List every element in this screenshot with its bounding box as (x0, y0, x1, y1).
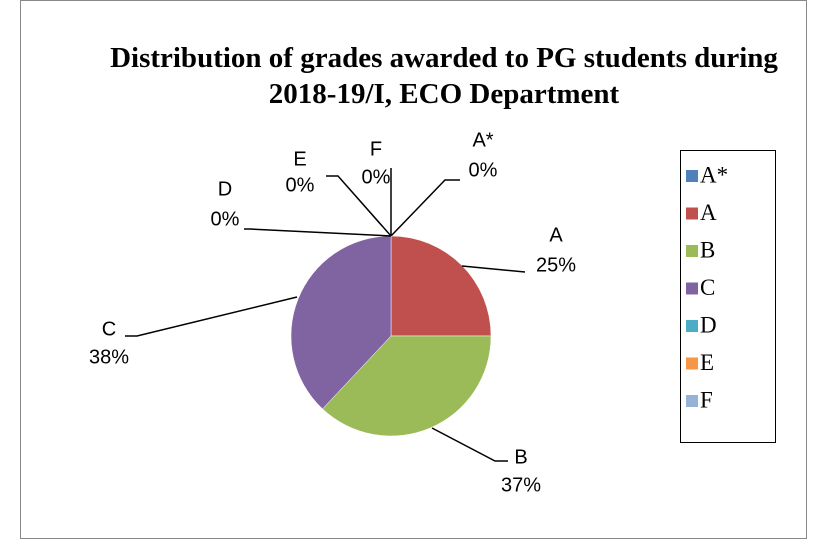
legend-swatch (686, 357, 698, 370)
chart-title: Distribution of grades awarded to PG stu… (110, 42, 778, 110)
slice-value-label: 38% (89, 346, 129, 368)
pie-slice (390, 235, 492, 337)
legend-label: B (700, 237, 715, 262)
slice-category-label: E (293, 148, 306, 170)
legend-swatch (686, 395, 698, 407)
leader-line (461, 265, 526, 273)
slice-category-label: C (102, 318, 116, 340)
slice-category-label: F (370, 138, 382, 160)
leader-line (431, 427, 508, 462)
legend-label: A* (700, 162, 728, 187)
slice-value-label: 0% (469, 159, 498, 181)
legend-swatch (686, 170, 698, 182)
legend-swatch (686, 207, 698, 220)
leader-line (390, 179, 460, 237)
legend-swatch (686, 320, 698, 332)
slice-value-label: 25% (536, 254, 576, 276)
slice-value-label: 0% (286, 174, 315, 196)
slice-value-label: 0% (362, 166, 391, 188)
slice-category-label: A (549, 224, 563, 246)
slice-value-label: 0% (211, 208, 240, 230)
legend-label: D (700, 312, 717, 337)
legend-box (680, 150, 776, 443)
legend-label: E (700, 350, 714, 375)
slice-category-label: A* (472, 129, 493, 151)
slice-value-label: 37% (501, 474, 541, 496)
pie-slice (322, 335, 492, 437)
leader-line (244, 228, 392, 237)
leader-line (326, 175, 392, 237)
pie-slice (290, 235, 392, 410)
slice-category-label: B (514, 446, 527, 468)
legend-swatch (686, 245, 698, 257)
leader-line (125, 296, 298, 337)
legend-label: C (700, 275, 715, 300)
legend-swatch (686, 282, 698, 295)
legend-label: F (700, 387, 713, 412)
slice-category-label: D (218, 178, 232, 200)
legend-label: A (700, 200, 717, 225)
